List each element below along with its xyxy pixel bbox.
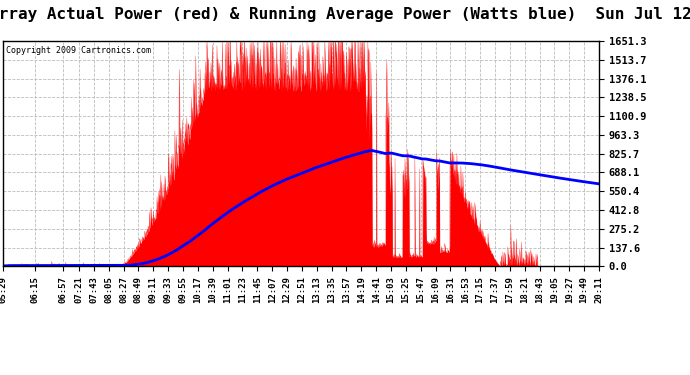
Text: Copyright 2009 Cartronics.com: Copyright 2009 Cartronics.com (6, 46, 151, 55)
Text: West Array Actual Power (red) & Running Average Power (Watts blue)  Sun Jul 12 2: West Array Actual Power (red) & Running … (0, 6, 690, 22)
